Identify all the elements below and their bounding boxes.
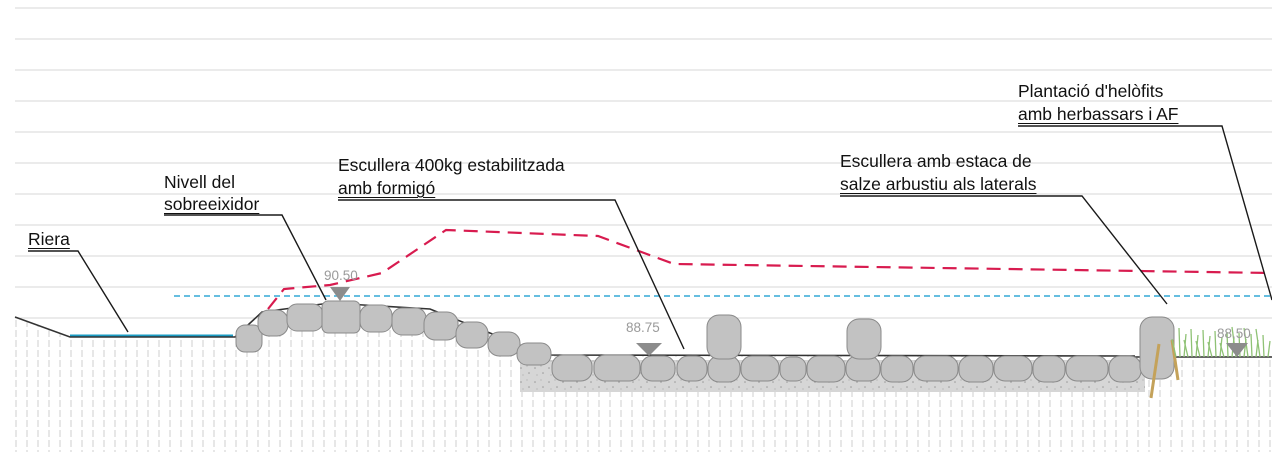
reed-blade [1183, 339, 1189, 358]
riprap-rocks [235, 300, 1175, 383]
reed-blade [1207, 341, 1213, 358]
upright-rock [846, 318, 882, 360]
label-nivell-line2: sobreeixidor [164, 194, 260, 214]
leader-escullera-estaca [840, 195, 1168, 305]
rock [880, 355, 914, 383]
rock [806, 355, 846, 383]
reed-blade [1214, 330, 1217, 358]
willow-stake [1170, 339, 1180, 381]
reed-blade [1178, 327, 1181, 358]
rock [993, 355, 1033, 382]
leader-lines [28, 125, 1272, 350]
rock [551, 354, 593, 382]
rock [487, 331, 521, 357]
elevation-marker-right [1226, 343, 1248, 357]
elevation-label-right: 88.50 [1217, 326, 1251, 341]
rock [455, 321, 489, 349]
elevation-marker-bench [636, 343, 662, 356]
rock [593, 354, 641, 382]
reed-blade [1195, 340, 1201, 358]
elevation-label-bench: 88.75 [626, 320, 660, 335]
label-escullera-estaca-line1: Escullera amb estaca de [840, 151, 1032, 171]
reed-blade [1243, 327, 1249, 358]
reed-blade [1202, 329, 1205, 358]
elevation-label-crest: 90.50 [324, 268, 358, 283]
rock [958, 355, 994, 383]
willow-stake [1149, 343, 1161, 399]
label-escullera400-line2: amb formigó [338, 178, 436, 198]
rock [516, 342, 552, 366]
label-escullera400-line1: Escullera 400kg estabilitzada [338, 155, 565, 175]
leader-plantacio [1018, 125, 1272, 301]
reed-blade [1171, 338, 1177, 358]
grid-lines [15, 7, 1272, 319]
label-plantacio-line1: Plantació d'helòfits [1018, 81, 1164, 101]
label-riera: Riera [28, 229, 70, 249]
rock [676, 355, 708, 382]
leader-nivell [164, 214, 327, 301]
label-plantacio-line2: amb herbassars i AF [1018, 104, 1179, 124]
leader-escullera400 [338, 199, 685, 350]
design-profile-line [267, 228, 1272, 310]
reed-blade [1267, 340, 1271, 358]
rock [640, 355, 676, 382]
upright-rock [706, 314, 742, 360]
reed-blade [1190, 328, 1193, 358]
rock [1032, 355, 1066, 383]
label-nivell-line1: Nivell del [164, 172, 235, 192]
label-escullera-estaca-line2: salze arbustiu als laterals [840, 174, 1037, 194]
rock [740, 355, 780, 382]
reed-blade [1250, 333, 1253, 358]
rock [779, 356, 807, 382]
rock [235, 324, 263, 353]
reed-blade [1255, 328, 1261, 358]
reed-blade [1262, 334, 1265, 358]
rock [913, 355, 959, 382]
reed-blade [1219, 342, 1225, 358]
leader-riera [28, 250, 129, 333]
elevation-marker-crest [330, 287, 350, 301]
rock [1065, 355, 1109, 382]
